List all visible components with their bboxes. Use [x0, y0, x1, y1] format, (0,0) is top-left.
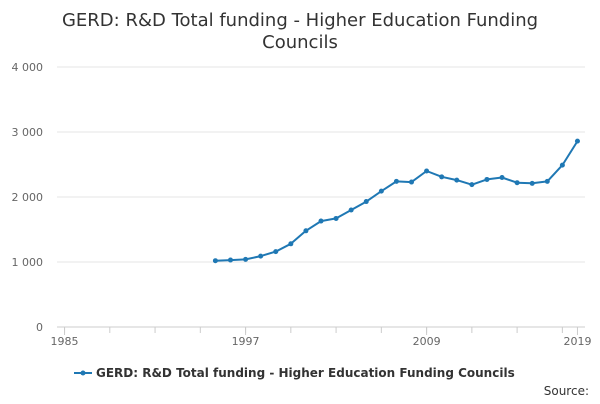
y-tick-label: 1 000 [12, 256, 44, 269]
data-point[interactable] [273, 249, 279, 255]
data-point[interactable] [258, 253, 264, 259]
series-line [214, 140, 579, 262]
data-point[interactable] [333, 215, 339, 221]
gridlines [57, 66, 585, 328]
data-point[interactable] [499, 175, 505, 180]
data-point[interactable] [514, 180, 520, 186]
data-point[interactable] [484, 176, 490, 182]
data-point[interactable] [348, 207, 354, 213]
data-point[interactable] [409, 179, 415, 185]
data-point[interactable] [559, 162, 565, 168]
legend-point-marker [80, 370, 86, 376]
chart-title-line-1: GERD: R&D Total funding - Higher Educati… [62, 10, 538, 31]
x-tick-label: 1985 [51, 335, 79, 348]
data-point[interactable] [574, 138, 580, 144]
data-point[interactable] [529, 180, 535, 186]
data-point[interactable] [439, 174, 445, 180]
y-tick-label: 2 000 [12, 191, 44, 204]
data-point[interactable] [363, 199, 369, 205]
x-tick-label: 2009 [413, 335, 441, 348]
data-point[interactable] [424, 168, 430, 174]
series-layer [212, 138, 580, 264]
y-tick-label: 4 000 [12, 61, 44, 74]
data-point[interactable] [243, 256, 249, 262]
x-tick-label: 1997 [232, 335, 260, 348]
legend-label: GERD: R&D Total funding - Higher Educati… [96, 366, 515, 380]
x-tick-label: 2019 [563, 335, 591, 348]
data-point[interactable] [227, 257, 233, 263]
data-point[interactable] [393, 178, 399, 184]
axes: 0 1 000 2 000 3 000 4 000 1985 1997 2009 2019 [12, 61, 592, 348]
source-label: Source: [544, 384, 589, 398]
data-point[interactable] [469, 182, 475, 188]
data-point[interactable] [544, 178, 550, 184]
chart-title-line-2: Councils [262, 32, 338, 53]
data-point[interactable] [212, 258, 218, 264]
data-point[interactable] [303, 228, 309, 234]
y-tick-label: 3 000 [12, 126, 44, 139]
data-point[interactable] [454, 177, 460, 183]
data-point[interactable] [378, 188, 384, 194]
y-tick-label: 0 [36, 321, 43, 334]
legend[interactable]: GERD: R&D Total funding - Higher Educati… [74, 366, 515, 380]
data-point[interactable] [288, 241, 294, 247]
data-point[interactable] [318, 218, 324, 224]
